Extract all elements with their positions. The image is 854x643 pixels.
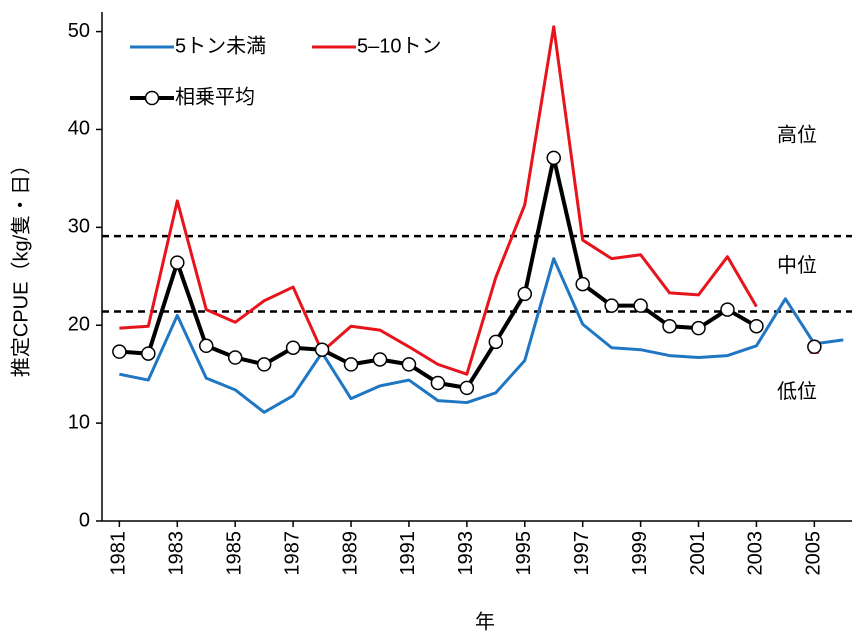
marker	[546, 150, 561, 166]
marker	[314, 342, 330, 357]
y-tick-label: 10	[68, 411, 90, 433]
y-axis-label: 推定CPUE（kg/隻・日）	[9, 155, 32, 377]
legend-marker	[144, 90, 160, 106]
marker	[807, 339, 822, 355]
y-tick-label: 30	[68, 216, 90, 238]
annotation: 低位	[777, 380, 817, 403]
marker	[141, 346, 156, 361]
marker	[285, 340, 301, 355]
x-tick-label: 1985	[223, 531, 245, 576]
marker	[488, 334, 504, 350]
marker	[372, 352, 388, 367]
x-tick-label: 1981	[108, 531, 130, 576]
marker	[112, 344, 127, 359]
x-tick-label: 2001	[687, 531, 709, 576]
y-tick-label: 0	[79, 509, 90, 531]
x-tick-label: 1987	[281, 531, 303, 576]
marker	[662, 318, 677, 334]
y-tick-label: 40	[68, 118, 90, 140]
marker	[256, 357, 272, 372]
x-tick-label: 1997	[571, 531, 593, 576]
marker	[633, 298, 648, 313]
marker	[691, 320, 706, 336]
x-tick-label: 2005	[803, 531, 825, 576]
marker	[227, 350, 243, 365]
x-tick-label: 1999	[629, 531, 651, 576]
x-tick-label: 1993	[455, 531, 477, 576]
marker	[517, 286, 533, 302]
annotation: 高位	[777, 124, 817, 147]
x-tick-label: 2003	[745, 531, 767, 576]
x-tick-label: 1995	[513, 531, 535, 576]
legend-label: 5トン未満	[175, 34, 266, 57]
x-tick-label: 1983	[166, 531, 188, 576]
x-tick-label: 1991	[397, 531, 419, 576]
marker	[459, 380, 475, 396]
series-line	[119, 257, 844, 414]
marker	[575, 276, 590, 292]
annotation: 中位	[777, 254, 817, 277]
marker	[198, 338, 214, 354]
legend-label: 5–10トン	[357, 35, 442, 57]
y-tick-label: 50	[68, 20, 90, 42]
marker	[170, 255, 185, 270]
y-tick-label: 20	[68, 314, 90, 336]
marker	[401, 357, 417, 372]
marker	[749, 318, 764, 334]
marker	[720, 302, 735, 317]
x-tick-label: 1989	[339, 531, 361, 576]
series-line	[119, 158, 814, 388]
marker	[430, 375, 446, 391]
x-axis-label: 年	[475, 610, 495, 633]
marker	[343, 357, 359, 372]
marker	[604, 298, 619, 313]
legend-label: 相乗平均	[175, 85, 255, 108]
